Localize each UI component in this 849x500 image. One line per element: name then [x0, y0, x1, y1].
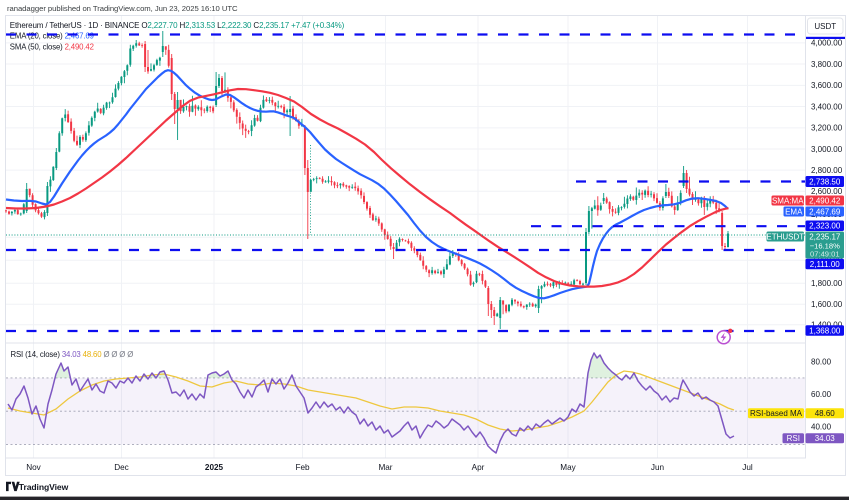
svg-text:−16.18%: −16.18% [810, 241, 840, 250]
svg-text:Ethereum / TetherUS · 1D · BIN: Ethereum / TetherUS · 1D · BINANCE O2,22… [10, 21, 345, 30]
svg-text:USDT: USDT [814, 22, 836, 31]
svg-text:2,235.17: 2,235.17 [809, 233, 841, 242]
svg-text:EMA: EMA [785, 207, 803, 216]
svg-text:4,000.00: 4,000.00 [811, 39, 843, 48]
svg-text:3,000.00: 3,000.00 [811, 145, 843, 154]
svg-text:Feb: Feb [295, 463, 310, 472]
svg-text:2025: 2025 [205, 463, 224, 472]
svg-text:3,600.00: 3,600.00 [811, 81, 843, 90]
svg-text:TradingView: TradingView [19, 482, 69, 492]
svg-text:RSI: RSI [787, 434, 800, 443]
svg-text:60.00: 60.00 [811, 390, 832, 399]
svg-text:May: May [560, 463, 576, 472]
svg-text:48.60: 48.60 [815, 409, 836, 418]
svg-text:80.00: 80.00 [811, 357, 832, 366]
svg-text:Apr: Apr [472, 463, 485, 472]
svg-text:1,368.00: 1,368.00 [809, 326, 841, 335]
svg-text:3,400.00: 3,400.00 [811, 102, 843, 111]
svg-text:3,800.00: 3,800.00 [811, 60, 843, 69]
svg-text:Jul: Jul [742, 463, 753, 472]
svg-text:2,800.00: 2,800.00 [811, 166, 843, 175]
svg-text:34.03: 34.03 [815, 434, 836, 443]
svg-text:2,323.00: 2,323.00 [809, 222, 841, 231]
svg-text:40.00: 40.00 [811, 423, 832, 432]
svg-text:2,490.42: 2,490.42 [809, 196, 841, 205]
svg-text:SMA:MA: SMA:MA [772, 196, 804, 205]
svg-text:EMA (20, close) 2,467.69: EMA (20, close) 2,467.69 [10, 32, 94, 41]
svg-text:3,200.00: 3,200.00 [811, 124, 843, 133]
svg-text:1,800.00: 1,800.00 [811, 279, 843, 288]
svg-text:SMA (50, close) 2,490.42: SMA (50, close) 2,490.42 [10, 43, 94, 52]
svg-text:1,400.00: 1,400.00 [811, 321, 843, 330]
svg-text:2,467.69: 2,467.69 [809, 207, 841, 216]
svg-text:2,111.00: 2,111.00 [810, 260, 841, 269]
svg-text:2,600.00: 2,600.00 [811, 187, 843, 196]
svg-text:Nov: Nov [26, 463, 41, 472]
svg-text:RSI (14, close) 34.03 48.60 Ø: RSI (14, close) 34.03 48.60 Ø Ø Ø Ø [11, 350, 134, 359]
svg-text:RSI-based MA: RSI-based MA [750, 409, 803, 418]
svg-text:ETHUSDT: ETHUSDT [766, 232, 804, 241]
svg-text:2,738.50: 2,738.50 [809, 177, 841, 186]
svg-text:Jun: Jun [651, 463, 665, 472]
svg-text:Mar: Mar [378, 463, 392, 472]
svg-text:1,600.00: 1,600.00 [811, 300, 843, 309]
svg-text:ranadagger published on Tradin: ranadagger published on TradingView.com,… [7, 4, 238, 13]
svg-text:07:49:01: 07:49:01 [810, 250, 840, 259]
svg-text:Dec: Dec [114, 463, 129, 472]
